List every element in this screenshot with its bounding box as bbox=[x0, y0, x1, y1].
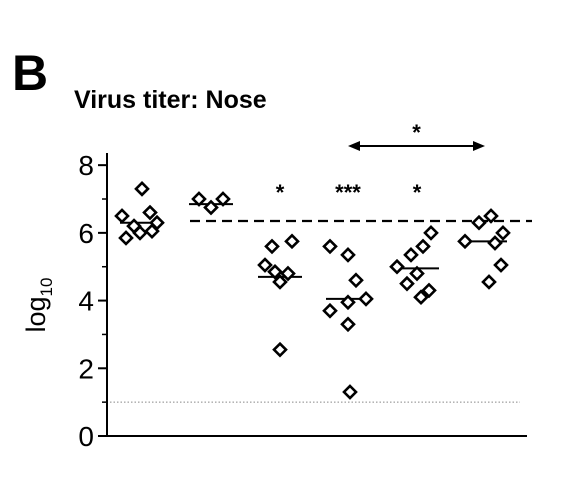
data-point bbox=[481, 274, 497, 290]
y-axis-label-subscript: 10 bbox=[37, 278, 56, 297]
data-point bbox=[340, 316, 356, 333]
svg-text:log10: log10 bbox=[21, 278, 56, 333]
significance-label: * bbox=[413, 180, 422, 205]
data-point bbox=[399, 275, 415, 292]
data-point bbox=[144, 223, 160, 240]
data-point bbox=[203, 199, 219, 216]
data-points bbox=[114, 181, 511, 400]
data-point bbox=[421, 282, 437, 299]
data-point bbox=[358, 291, 374, 307]
data-point bbox=[457, 233, 473, 250]
comparison-arrowhead-right bbox=[473, 141, 485, 151]
data-point bbox=[487, 235, 503, 251]
data-point bbox=[114, 208, 130, 224]
data-point bbox=[134, 181, 150, 197]
y-tick-label: 8 bbox=[78, 150, 94, 181]
data-point bbox=[403, 247, 419, 263]
data-point bbox=[348, 272, 364, 289]
y-tick-label: 4 bbox=[78, 286, 94, 317]
data-point bbox=[257, 257, 273, 273]
data-point bbox=[142, 204, 158, 221]
comparison-arrowhead-left bbox=[348, 141, 360, 151]
data-point bbox=[118, 230, 134, 246]
data-point bbox=[493, 257, 509, 273]
data-point bbox=[284, 233, 300, 250]
data-point bbox=[322, 238, 338, 255]
y-tick-label: 0 bbox=[78, 421, 94, 452]
significance-label: *** bbox=[335, 180, 361, 205]
panel-letter: B bbox=[12, 45, 48, 101]
y-tick-label: 6 bbox=[78, 218, 94, 249]
y-tick-label: 2 bbox=[78, 353, 94, 384]
data-point bbox=[389, 258, 405, 275]
data-point bbox=[471, 214, 487, 231]
data-point bbox=[495, 225, 511, 241]
data-point bbox=[264, 238, 280, 255]
reference-lines bbox=[110, 219, 532, 403]
data-point bbox=[340, 294, 356, 311]
data-point bbox=[267, 263, 283, 280]
data-point bbox=[272, 274, 288, 290]
data-point bbox=[413, 289, 429, 306]
data-point bbox=[415, 238, 431, 255]
significance-annotations: * *** ** bbox=[276, 120, 485, 205]
data-point bbox=[215, 191, 231, 207]
y-axis-label-main: log bbox=[21, 296, 51, 332]
chart-title: Virus titer: Nose bbox=[74, 86, 267, 114]
y-axis-label: log10 bbox=[21, 278, 56, 333]
data-point bbox=[280, 265, 296, 282]
comparison-label: * bbox=[412, 120, 421, 145]
median-lines bbox=[120, 203, 507, 300]
significance-label: * bbox=[276, 180, 285, 205]
data-point bbox=[272, 341, 288, 358]
data-point bbox=[483, 208, 499, 224]
data-point bbox=[340, 247, 356, 263]
data-point bbox=[342, 384, 358, 400]
data-point bbox=[409, 265, 425, 282]
data-point bbox=[132, 225, 148, 241]
axes: 0 2 4 6 8 bbox=[78, 150, 527, 452]
data-point bbox=[322, 302, 338, 319]
data-point bbox=[423, 225, 439, 241]
data-point bbox=[191, 191, 207, 207]
